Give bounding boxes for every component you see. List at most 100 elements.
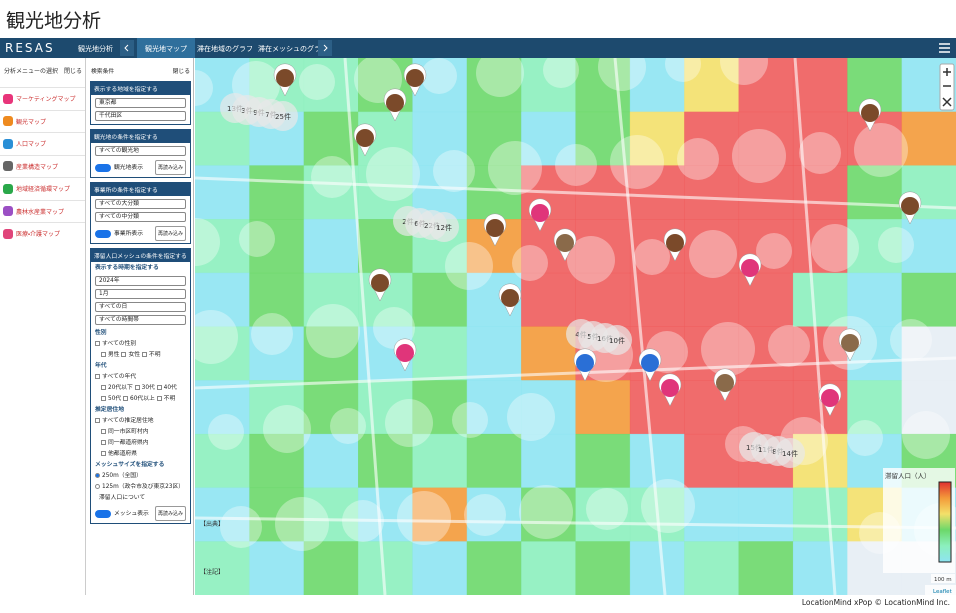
zoom-controls <box>939 63 955 111</box>
reload-button[interactable]: 再読み込み <box>154 505 186 521</box>
reload-button[interactable]: 再読み込み <box>154 225 186 241</box>
menu-label[interactable]: 医療・介護マップ <box>16 231 61 239</box>
select[interactable]: すべての観光地 <box>95 146 186 156</box>
cluster-circle <box>567 236 615 284</box>
menu-label[interactable]: 人口マップ <box>16 141 47 149</box>
mesh-cell <box>629 165 685 220</box>
cluster-circle <box>251 313 293 355</box>
section-heading: 事業所の条件を指定する <box>91 183 190 196</box>
menu-label[interactable]: 観光マップ <box>16 118 47 126</box>
cluster-circle <box>732 129 786 183</box>
checkbox[interactable]: 20代以下 <box>108 385 133 391</box>
reload-button[interactable]: 再読み込み <box>154 159 186 175</box>
mesh-cell <box>901 380 956 435</box>
checkbox[interactable]: 不明 <box>163 396 176 402</box>
cluster-circle <box>452 402 488 438</box>
label: 年代 <box>95 363 107 369</box>
panel-close[interactable]: 閉じる <box>172 69 190 75</box>
checkbox[interactable]: すべての推定居住地 <box>102 418 154 424</box>
menu-item[interactable]: 医療・介護マップ <box>0 222 85 245</box>
cluster-count: 14件 <box>782 449 798 458</box>
toggle[interactable]: メッシュ表示 <box>114 511 149 518</box>
mesh-cell <box>521 433 576 489</box>
mesh-cell <box>303 272 359 327</box>
nav-bar: RESAS 観光地分析 観光地マップ 滞在地域のグラフ 滞在メッシュのグラフ <box>0 38 956 58</box>
mesh-cell <box>847 272 903 327</box>
street <box>343 58 387 595</box>
checkbox[interactable]: 30代 <box>141 385 155 391</box>
menu-list: マーケティングマップ 観光マップ人口マップ産業構造マップ地域経済循環マップ 農林水産… <box>0 87 85 245</box>
menu-close[interactable]: 閉じる <box>63 68 82 75</box>
checkbox[interactable]: 50代 <box>108 396 122 402</box>
nav-tab[interactable]: 滞在地域のグラフ <box>197 45 253 53</box>
cluster-circle <box>195 70 213 106</box>
mesh-cell <box>521 541 576 595</box>
poi-icon <box>716 374 734 392</box>
mesh-cell <box>466 487 522 542</box>
checkbox[interactable]: 同一市区町村内 <box>108 429 149 435</box>
select[interactable]: 2024年 <box>95 276 186 286</box>
menu-item[interactable]: 観光マップ <box>0 109 85 133</box>
select[interactable]: すべての大分類 <box>95 199 186 209</box>
mesh-cell <box>901 219 956 274</box>
cluster-circle <box>634 239 670 275</box>
checkbox[interactable]: 同一都道府県内 <box>108 440 149 446</box>
nav-tab[interactable]: 滞在メッシュのグラフ <box>258 45 328 53</box>
prev-button[interactable] <box>120 40 134 56</box>
info-link[interactable]: 滞留人口について <box>99 495 146 501</box>
radio[interactable]: 250m（全国） <box>102 473 142 479</box>
menu-item[interactable]: 地域経済循環マップ <box>0 177 85 200</box>
checkbox[interactable]: 不明 <box>148 352 161 358</box>
checkbox[interactable]: 60代以上 <box>130 396 155 402</box>
mesh-cell <box>249 165 305 220</box>
section-heading: 観光地の条件を指定する <box>91 130 190 143</box>
hamburger[interactable] <box>938 42 951 54</box>
menu-item[interactable]: 農林水産業マップ <box>0 199 85 223</box>
logo[interactable]: RESAS <box>5 41 55 55</box>
cluster-count: 25件 <box>275 112 291 121</box>
mesh-cell <box>303 380 359 435</box>
cluster-count: 12件 <box>436 223 452 232</box>
menu-item[interactable]: 人口マップ <box>0 132 85 155</box>
mesh-cell <box>358 433 413 489</box>
mesh-cell <box>195 541 250 595</box>
select[interactable]: 千代田区 <box>95 111 186 121</box>
mesh-cell <box>521 487 576 542</box>
select[interactable]: すべての日 <box>95 302 186 312</box>
toggle[interactable]: 観光地表示 <box>114 165 143 172</box>
mesh-cell <box>466 111 522 166</box>
select[interactable]: すべての中分類 <box>95 212 186 222</box>
mesh-cell <box>412 111 468 166</box>
checkbox[interactable]: 男性 <box>108 352 120 358</box>
select[interactable]: 1月 <box>95 289 186 299</box>
select[interactable]: 東京都 <box>95 98 186 108</box>
mesh-cell <box>575 487 631 542</box>
mesh-cell <box>249 219 305 274</box>
toggle[interactable]: 事業所表示 <box>114 231 143 238</box>
map[interactable]: 13件2件4件15件3件6件5件11件9件22件16件8件7件12件10件14件… <box>195 58 956 595</box>
mesh-cell <box>575 272 631 327</box>
nav-tab[interactable]: 観光地マップ <box>137 38 195 58</box>
menu-item[interactable]: マーケティングマップ <box>0 87 85 110</box>
checkbox[interactable]: すべての性別 <box>102 341 137 347</box>
select[interactable]: すべての時間帯 <box>95 315 186 325</box>
menu-label[interactable]: マーケティングマップ <box>16 96 76 104</box>
mesh-cell <box>249 541 305 595</box>
cluster-circle <box>799 132 841 174</box>
menu-label[interactable]: 農林水産業マップ <box>16 208 65 216</box>
checkbox[interactable]: 40代 <box>163 385 177 391</box>
next-button[interactable] <box>318 40 332 56</box>
checkbox[interactable]: すべての年代 <box>102 374 137 380</box>
checkbox[interactable]: 他都道府県 <box>108 451 137 457</box>
radio[interactable]: 125m（政令市及び東京23区） <box>102 484 185 490</box>
menu-label[interactable]: 産業構造マップ <box>16 163 59 171</box>
cluster-circle <box>385 399 433 447</box>
menu-label[interactable]: 地域経済循環マップ <box>16 186 71 194</box>
nav-section[interactable]: 観光地分析 <box>78 45 113 53</box>
cluster-circle <box>195 218 220 266</box>
cluster-circle <box>768 325 810 367</box>
checkbox[interactable]: 女性 <box>128 352 141 358</box>
cluster-circle <box>476 58 524 97</box>
menu-item[interactable]: 産業構造マップ <box>0 154 85 178</box>
mesh-cell <box>195 326 250 381</box>
